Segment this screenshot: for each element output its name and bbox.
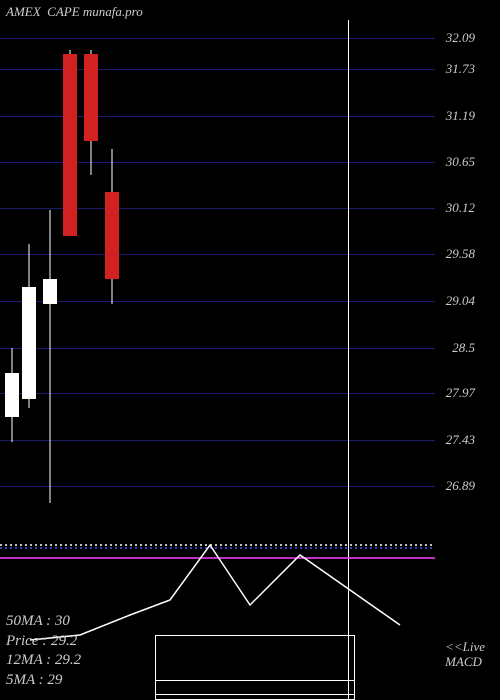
grid-line — [0, 486, 435, 487]
candle-wick — [50, 210, 51, 503]
candle-body — [5, 373, 19, 416]
source-label: munafa.pro — [83, 4, 143, 19]
indicator-box — [155, 680, 355, 700]
moving-averages — [0, 545, 435, 558]
candle — [5, 348, 19, 443]
price-value: Price : 29.2 — [6, 632, 81, 652]
grid-line — [0, 38, 435, 39]
grid-line — [0, 348, 435, 349]
macd-text: MACD — [445, 654, 485, 670]
price-axis-label: 29.04 — [446, 293, 475, 309]
price-axis-label: 30.12 — [446, 200, 475, 216]
price-axis-label: 31.73 — [446, 61, 475, 77]
candle — [63, 50, 77, 235]
price-axis-label: 29.58 — [446, 246, 475, 262]
price-axis-label: 28.5 — [452, 340, 475, 356]
live-label: <<Live MACD — [445, 639, 485, 670]
ma12-value: 12MA : 29.2 — [6, 651, 81, 671]
candle-body — [84, 54, 98, 140]
candle-body — [22, 287, 36, 399]
candle-body — [105, 192, 119, 278]
candle — [105, 149, 119, 304]
candle — [43, 210, 57, 503]
candle — [22, 244, 36, 408]
candle-body — [63, 54, 77, 235]
symbol-label: CAPE — [47, 4, 80, 19]
candle-body — [43, 279, 57, 305]
candlestick-chart: AMEX CAPE munafa.pro 32.09 31.73 31.19 30.6… — [0, 0, 500, 700]
grid-line — [0, 301, 435, 302]
indicator-line — [30, 545, 400, 640]
price-axis-label: 27.97 — [446, 385, 475, 401]
live-text: <<Live — [445, 639, 485, 655]
candle — [84, 50, 98, 175]
chart-header: AMEX CAPE munafa.pro — [6, 4, 143, 20]
info-panel: 50MA : 30 Price : 29.2 12MA : 29.2 5MA :… — [6, 612, 81, 690]
grid-line — [0, 440, 435, 441]
ma5-value: 5MA : 29 — [6, 671, 81, 691]
price-axis-label: 31.19 — [446, 108, 475, 124]
exchange-label: AMEX — [6, 4, 41, 19]
cursor-line — [348, 20, 349, 700]
grid-line — [0, 254, 435, 255]
price-axis-label: 27.43 — [446, 432, 475, 448]
price-axis-label: 30.65 — [446, 154, 475, 170]
ma50-value: 50MA : 30 — [6, 612, 81, 632]
price-axis-label: 26.89 — [446, 478, 475, 494]
grid-line — [0, 393, 435, 394]
price-axis-label: 32.09 — [446, 30, 475, 46]
